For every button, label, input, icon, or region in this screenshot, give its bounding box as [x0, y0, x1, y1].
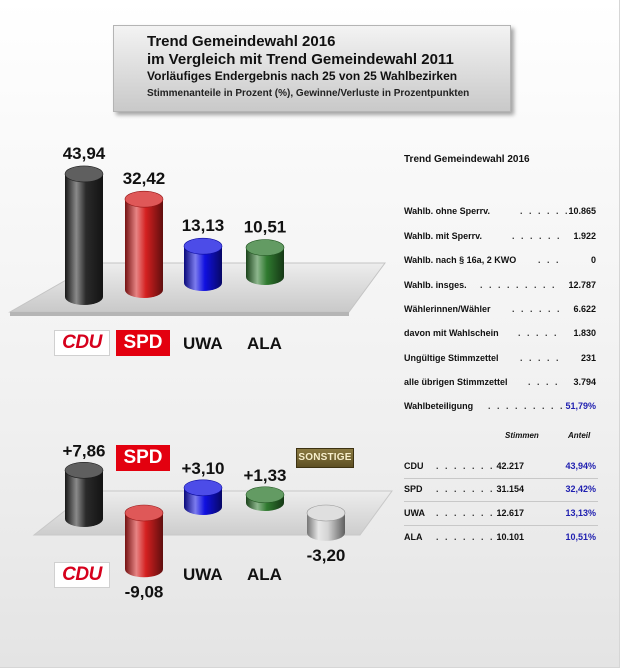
label-uwa-top: UWA	[183, 334, 223, 353]
label-ala-bottom: ALA	[247, 565, 282, 584]
value-label-cdu: 43,94	[63, 144, 106, 163]
stat-row: Wahlbeteiligung. . . . . . . . . 51,79%	[404, 401, 596, 411]
change-bar-cdu	[64, 461, 104, 527]
bar-spd	[124, 190, 164, 298]
logo-spd-bottom: SPD	[116, 445, 170, 471]
title-line-1: Trend Gemeindewahl 2016	[147, 33, 336, 50]
result-separator	[404, 525, 598, 526]
change-label-ala: +1,33	[243, 466, 286, 485]
stat-row: Wahlb. nach § 16a, 2 KWO. . .0	[404, 255, 596, 265]
logo-cdu-top: CDU	[54, 330, 110, 356]
label-uwa-bottom: UWA	[183, 565, 223, 584]
value-label-spd: 32,42	[123, 169, 166, 188]
stat-row: Wahlb. insges.. . . . . . . . . 12.787	[404, 280, 596, 290]
title-line-4: Stimmenanteile in Prozent (%), Gewinne/V…	[147, 88, 470, 99]
change-bar-ala	[245, 486, 285, 511]
change-label-uwa: +3,10	[181, 459, 224, 478]
label-ala-top: ALA	[247, 334, 282, 353]
logo-cdu-bottom: CDU	[54, 562, 110, 588]
result-row-cdu: CDU. . . . . . . . 42.217 43,94%	[404, 461, 596, 471]
stat-row: Ungültige Stimmzettel. . . . . 231	[404, 353, 596, 363]
stats-title: Trend Gemeindewahl 2016	[404, 154, 530, 165]
stat-row: Wählerinnen/Wähler. . . . . . 6.622	[404, 304, 596, 314]
logo-sonstige: SONSTIGE	[296, 448, 354, 468]
chart-floor-edge	[10, 312, 349, 316]
change-label-spd: -9,08	[125, 582, 164, 601]
value-label-uwa: 13,13	[182, 216, 225, 235]
bar-uwa	[183, 237, 223, 291]
change-label-sonstige: -3,20	[307, 546, 346, 565]
logo-spd-top: SPD	[116, 330, 170, 356]
change-label-cdu: +7,86	[62, 441, 105, 460]
stat-row: Wahlb. ohne Sperrv.. . . . . . 10.865	[404, 206, 596, 216]
col-head-votes: Stimmen	[505, 431, 539, 440]
result-row-uwa: UWA. . . . . . . . 12.617 13,13%	[404, 508, 596, 518]
change-bar-uwa	[183, 479, 223, 515]
change-bar-spd	[124, 504, 164, 578]
stat-row: davon mit Wahlschein. . . . . 1.830	[404, 328, 596, 338]
result-separator	[404, 478, 598, 479]
title-line-2: im Vergleich mit Trend Gemeindewahl 2011	[147, 51, 454, 68]
title-line-3: Vorläufiges Endergebnis nach 25 von 25 W…	[147, 69, 458, 83]
result-separator	[404, 501, 598, 502]
result-row-spd: SPD. . . . . . . . 31.154 32,42%	[404, 484, 596, 494]
result-row-ala: ALA. . . . . . . . 10.101 10,51%	[404, 532, 596, 542]
value-label-ala: 10,51	[244, 218, 287, 237]
change-bar-sonstige	[306, 504, 346, 541]
title-box: Trend Gemeindewahl 2016 im Vergleich mit…	[113, 25, 511, 112]
col-head-share: Anteil	[568, 431, 591, 440]
change-chart: +7,86 -9,08 +3,10 +1,33 -3,20	[32, 441, 393, 601]
share-chart: 43,94 32,42 13,13 10,51	[8, 144, 386, 316]
bar-cdu	[64, 165, 104, 305]
stat-row: alle übrigen Stimmzettel. . . . 3.794	[404, 377, 596, 387]
bar-ala	[245, 239, 285, 285]
stat-row: Wahlb. mit Sperrv.. . . . . . 1.922	[404, 231, 596, 241]
